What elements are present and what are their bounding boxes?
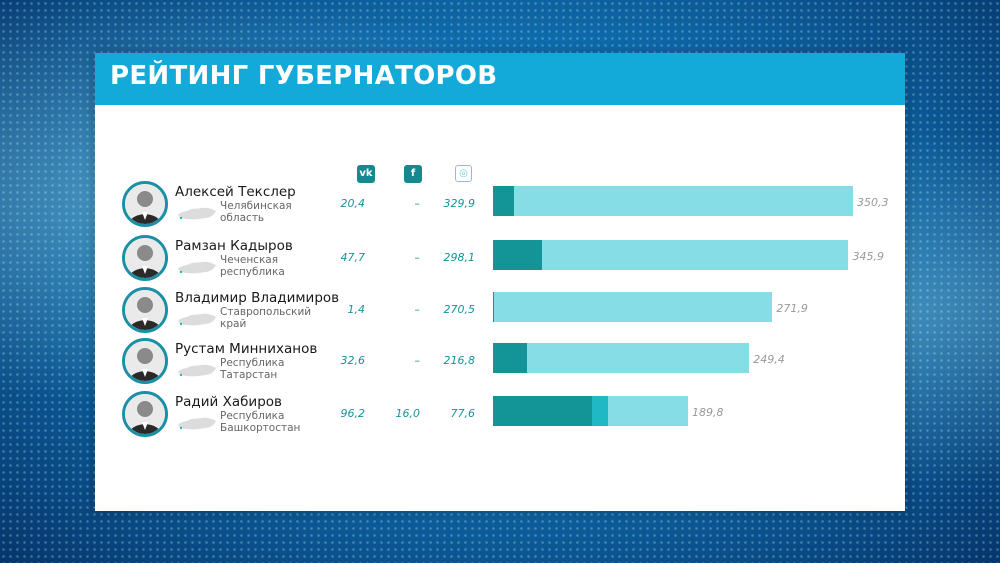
avatar xyxy=(122,287,168,333)
bar-total-label: 350,3 xyxy=(857,196,889,209)
region-line: область xyxy=(220,212,265,224)
bar-segment-instagram xyxy=(526,343,750,373)
vk-icon: vk xyxy=(357,165,375,183)
region-line: Башкортостан xyxy=(220,422,301,434)
bar-total-label: 249,4 xyxy=(753,353,785,366)
vk-icon-label: vk xyxy=(359,168,373,179)
russia-map-icon xyxy=(177,206,217,226)
region-line: Чеченская xyxy=(220,254,279,266)
governor-name: Алексей Текслер xyxy=(175,184,296,200)
facebook-value: 16,0 xyxy=(395,407,421,420)
bar-segment-vk xyxy=(493,343,527,373)
avatar xyxy=(122,391,168,437)
russia-map-icon xyxy=(177,260,217,280)
instagram-value: 77,6 xyxy=(450,407,476,420)
bar-segment-vk xyxy=(493,396,592,426)
bar-total-label: 271,9 xyxy=(776,302,808,315)
table-row: Владимир Владимиров Ставропольский край 1,4… xyxy=(95,287,905,339)
instagram-value: 270,5 xyxy=(443,303,476,316)
facebook-icon-label: f xyxy=(410,168,416,179)
bar-segment-instagram xyxy=(494,292,773,322)
title-bar: РЕЙТИНГ ГУБЕРНАТОРОВ xyxy=(95,53,905,105)
table-row: Радий Хабиров Республика Башкортостан 96,2 1… xyxy=(95,391,905,443)
facebook-icon: f xyxy=(404,165,422,183)
instagram-value: 216,8 xyxy=(443,354,476,367)
table-row: Рамзан Кадыров Чеченская республика 47,7 – 29… xyxy=(95,235,905,287)
avatar xyxy=(122,235,168,281)
vk-value: 96,2 xyxy=(340,407,366,420)
bar-total-label: 189,8 xyxy=(692,406,724,419)
table-row: Алексей Текслер Челябинская область 20,4 – 32… xyxy=(95,181,905,233)
instagram-value: 298,1 xyxy=(443,251,476,264)
russia-map-icon xyxy=(177,416,217,436)
region-line: республика xyxy=(220,266,285,278)
region-line: Республика xyxy=(220,357,285,369)
chart-panel: РЕЙТИНГ ГУБЕРНАТОРОВ vk f ◎ Алексей Текс… xyxy=(95,53,905,511)
bar-segment-vk xyxy=(493,292,495,322)
bar-total-label: 345,9 xyxy=(852,250,884,263)
region-line: Республика xyxy=(220,410,285,422)
chart-title: РЕЙТИНГ ГУБЕРНАТОРОВ xyxy=(110,61,498,91)
vk-value: 20,4 xyxy=(340,197,366,210)
bar-segment-instagram xyxy=(608,396,689,426)
instagram-icon: ◎ xyxy=(455,165,472,182)
bar-segment-vk xyxy=(493,240,543,270)
bar-segment-instagram xyxy=(542,240,849,270)
russia-map-icon xyxy=(177,363,217,383)
region-line: Ставропольский xyxy=(220,306,312,318)
vk-value: 47,7 xyxy=(340,251,366,264)
region-label: Республика Башкортостан xyxy=(220,410,330,434)
governor-name: Рустам Минниханов xyxy=(175,341,318,357)
avatar xyxy=(122,181,168,227)
russia-map-icon xyxy=(177,312,217,332)
region-label: Челябинская область xyxy=(220,200,330,224)
governor-name: Владимир Владимиров xyxy=(175,290,340,306)
governor-name: Радий Хабиров xyxy=(175,394,282,410)
facebook-value: – xyxy=(414,354,421,367)
table-row: Рустам Минниханов Республика Татарстан 32,6… xyxy=(95,338,905,390)
region-line: Татарстан xyxy=(220,369,278,381)
region-line: край xyxy=(220,318,247,330)
region-line: Челябинская xyxy=(220,200,292,212)
facebook-value: – xyxy=(414,197,421,210)
region-label: Республика Татарстан xyxy=(220,357,330,381)
governor-name: Рамзан Кадыров xyxy=(175,238,293,254)
bar-segment-vk xyxy=(493,186,514,216)
facebook-value: – xyxy=(414,251,421,264)
avatar xyxy=(122,338,168,384)
instagram-value: 329,9 xyxy=(443,197,476,210)
vk-value: 1,4 xyxy=(347,303,366,316)
bar-segment-facebook xyxy=(591,396,609,426)
region-label: Ставропольский край xyxy=(220,306,330,330)
region-label: Чеченская республика xyxy=(220,254,330,278)
instagram-icon-label: ◎ xyxy=(459,168,468,179)
vk-value: 32,6 xyxy=(340,354,366,367)
bar-segment-instagram xyxy=(513,186,853,216)
facebook-value: – xyxy=(414,303,421,316)
